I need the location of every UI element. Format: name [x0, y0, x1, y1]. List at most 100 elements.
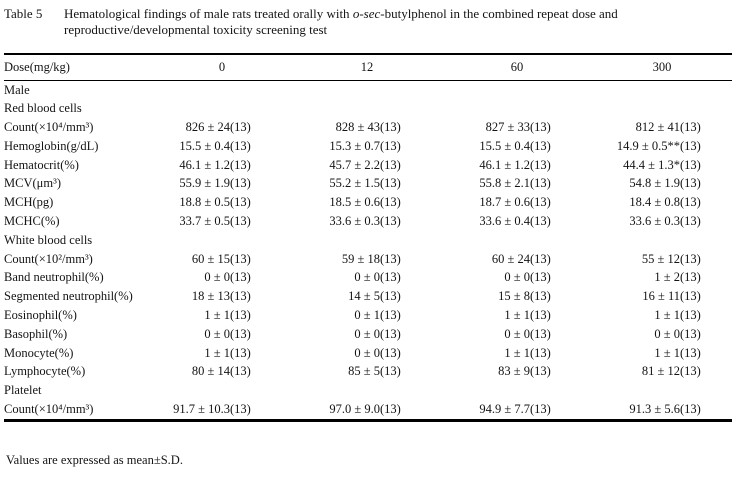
animal-count: (13) — [230, 157, 251, 172]
mean-sd-value: 1 ± 1 — [654, 345, 680, 360]
hematology-table: Dose(mg/kg) 0 12 60 300 Male Red blood ce… — [4, 53, 732, 422]
animal-count: (13) — [680, 138, 701, 153]
table-row: Count(×10²/mm³) 60 ± 15 (13) 59 ± 18 (13) 60 … — [4, 250, 732, 269]
animal-count: (13) — [230, 251, 251, 266]
animal-count: (13) — [380, 270, 401, 285]
mean-sd-value: 15.5 ± 0.4 — [479, 138, 530, 153]
animal-count: (13) — [380, 364, 401, 379]
mean-sd-value: 55.9 ± 1.9 — [179, 176, 230, 191]
animal-count: (13) — [680, 345, 701, 360]
mean-sd-value: 18.8 ± 0.5 — [179, 195, 230, 210]
animal-count: (13) — [230, 364, 251, 379]
animal-count: (13) — [380, 138, 401, 153]
table-row: Monocyte(%) 1 ± 1 (13) 0 ± 0 (13) 1 ± 1 (13) 1 … — [4, 344, 732, 363]
dose-column-300: 300 — [592, 54, 732, 81]
animal-count: (13) — [530, 308, 551, 323]
mean-sd-value: 81 ± 12 — [641, 364, 680, 379]
animal-count: (13) — [680, 326, 701, 341]
mean-sd-value: 0 ± 0 — [204, 270, 230, 285]
animal-count: (13) — [680, 251, 701, 266]
mean-sd-value: 80 ± 14 — [191, 364, 230, 379]
animal-count: (13) — [230, 120, 251, 135]
table-row: Segmented neutrophil(%) 18 ± 13 (13) 14 ± 5… — [4, 287, 732, 306]
mean-sd-value: 59 ± 18 — [341, 251, 380, 266]
mean-sd-value: 14.9 ± 0.5** — [616, 138, 680, 153]
parameter-label: Hemoglobin(g/dL) — [4, 138, 99, 153]
mean-sd-value: 0 ± 0 — [354, 326, 380, 341]
table-row: Basophil(%) 0 ± 0 (13) 0 ± 0 (13) 0 ± 0 (13) 0 … — [4, 325, 732, 344]
dose-header-label: Dose(mg/kg) — [4, 54, 152, 81]
mean-sd-value: 0 ± 0 — [654, 326, 680, 341]
mean-sd-value: 83 ± 9 — [498, 364, 530, 379]
footnotes: Values are expressed as mean±S.D. Parent… — [4, 427, 732, 485]
section-label: Platelet — [4, 383, 42, 398]
animal-count: (13) — [380, 402, 401, 417]
animal-count: (13) — [530, 270, 551, 285]
mean-sd-value: 0 ± 0 — [354, 345, 380, 360]
parameter-label: Lymphocyte(%) — [4, 364, 86, 379]
parameter-label: Hematocrit(%) — [4, 157, 79, 172]
animal-count: (13) — [380, 308, 401, 323]
table-row: MCV(μm³) 55.9 ± 1.9 (13) 55.2 ± 1.5 (13) 55.8… — [4, 174, 732, 193]
animal-count: (13) — [380, 214, 401, 229]
animal-count: (13) — [380, 345, 401, 360]
table-row: Hemoglobin(g/dL) 15.5 ± 0.4 (13) 15.3 ± 0.7… — [4, 137, 732, 156]
dose-column-60: 60 — [442, 54, 592, 81]
animal-count: (13) — [530, 345, 551, 360]
section-row: Male — [4, 80, 732, 99]
parameter-label: Eosinophil(%) — [4, 308, 77, 323]
parameter-label: Monocyte(%) — [4, 345, 74, 360]
mean-sd-value: 827 ± 33 — [485, 120, 530, 135]
animal-count: (13) — [530, 402, 551, 417]
mean-sd-value: 33.6 ± 0.3 — [629, 214, 680, 229]
animal-count: (13) — [530, 138, 551, 153]
mean-sd-value: 0 ± 1 — [354, 308, 380, 323]
section-row: Platelet — [4, 381, 732, 400]
animal-count: (13) — [380, 176, 401, 191]
parameter-label: Segmented neutrophil(%) — [4, 289, 133, 304]
mean-sd-value: 55.8 ± 2.1 — [479, 176, 530, 191]
parameter-label: Count(×10²/mm³) — [4, 251, 93, 266]
mean-sd-value: 55.2 ± 1.5 — [329, 176, 380, 191]
mean-sd-value: 18.7 ± 0.6 — [479, 195, 530, 210]
parameter-label: Basophil(%) — [4, 326, 68, 341]
table-number: Table 5 — [4, 6, 43, 21]
mean-sd-value: 1 ± 2 — [654, 270, 680, 285]
animal-count: (13) — [380, 289, 401, 304]
mean-sd-value: 91.7 ± 10.3 — [173, 402, 230, 417]
parameter-label: Count(×10⁴/mm³) — [4, 402, 94, 417]
mean-sd-value: 44.4 ± 1.3* — [623, 157, 680, 172]
table-caption-text: Hematological findings of male rats trea… — [64, 6, 730, 38]
animal-count: (13) — [530, 326, 551, 341]
animal-count: (13) — [230, 270, 251, 285]
animal-count: (13) — [230, 176, 251, 191]
mean-sd-value: 18.5 ± 0.6 — [329, 195, 380, 210]
animal-count: (13) — [530, 289, 551, 304]
animal-count: (13) — [680, 289, 701, 304]
mean-sd-value: 1 ± 1 — [504, 345, 530, 360]
mean-sd-value: 14 ± 5 — [348, 289, 380, 304]
dose-column-0: 0 — [152, 54, 292, 81]
mean-sd-value: 45.7 ± 2.2 — [329, 157, 380, 172]
dose-column-12: 12 — [292, 54, 442, 81]
parameter-label: Band neutrophil(%) — [4, 270, 104, 285]
animal-count: (13) — [380, 251, 401, 266]
table-row: Band neutrophil(%) 0 ± 0 (13) 0 ± 0 (13) 0 ± … — [4, 268, 732, 287]
mean-sd-value: 1 ± 1 — [654, 308, 680, 323]
mean-sd-value: 15.3 ± 0.7 — [329, 138, 380, 153]
animal-count: (13) — [380, 326, 401, 341]
animal-count: (13) — [530, 251, 551, 266]
mean-sd-value: 94.9 ± 7.7 — [479, 402, 530, 417]
mean-sd-value: 1 ± 1 — [504, 308, 530, 323]
table-row: Lymphocyte(%) 80 ± 14 (13) 85 ± 5 (13) 83 ± 9… — [4, 362, 732, 381]
animal-count: (13) — [230, 195, 251, 210]
section-row: Red blood cells — [4, 99, 732, 118]
parameter-label: MCH(pg) — [4, 195, 54, 210]
section-label: Male — [4, 82, 30, 97]
animal-count: (13) — [230, 214, 251, 229]
mean-sd-value: 15 ± 8 — [498, 289, 530, 304]
animal-count: (13) — [680, 195, 701, 210]
animal-count: (13) — [530, 157, 551, 172]
footnote-mean-sd: Values are expressed as mean±S.D. — [6, 452, 183, 467]
